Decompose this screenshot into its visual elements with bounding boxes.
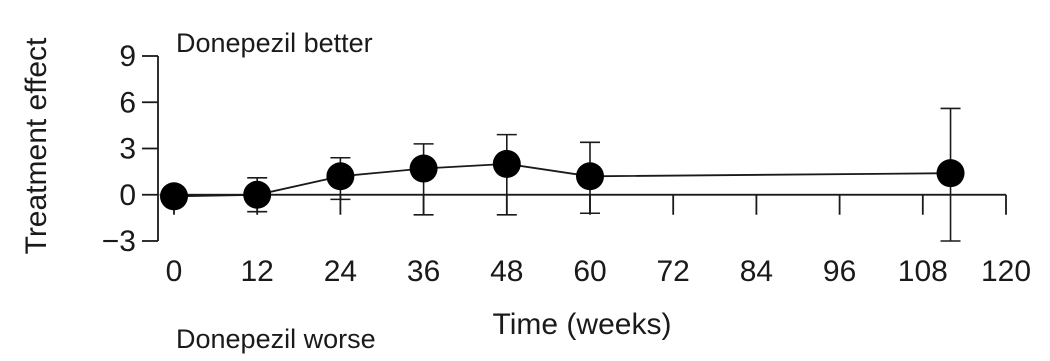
data-point xyxy=(936,159,965,188)
x-tick-label: 96 xyxy=(823,255,856,288)
x-ticks: 0 12 24 36 48 60 72 84 96 108 120 xyxy=(166,194,1031,288)
x-tick-label: 24 xyxy=(324,255,357,288)
y-tick-label: 3 xyxy=(119,133,136,166)
x-tick-label: 120 xyxy=(981,255,1031,288)
x-tick-label: 84 xyxy=(740,255,773,288)
y-tick-label: 9 xyxy=(119,40,136,73)
x-tick-label: 108 xyxy=(898,255,948,288)
data-point xyxy=(326,162,355,191)
series-line xyxy=(173,162,951,198)
x-tick-label: 48 xyxy=(490,255,523,288)
annotation-top: Donepezil better xyxy=(176,28,373,58)
data-point xyxy=(160,182,188,211)
x-tick-label: 72 xyxy=(657,255,690,288)
data-point xyxy=(409,154,438,183)
x-axis-title: Time (weeks) xyxy=(493,308,672,341)
y-tick-label: 0 xyxy=(119,179,136,212)
data-point xyxy=(243,180,272,209)
x-tick-label: 36 xyxy=(407,255,440,288)
x-tick-label: 12 xyxy=(241,255,274,288)
x-tick-label: 60 xyxy=(573,255,606,288)
y-tick-label: 6 xyxy=(119,86,136,119)
y-axis-title: Treatment effect xyxy=(20,37,53,254)
series-layer xyxy=(160,107,965,242)
x-tick-label: 0 xyxy=(166,255,183,288)
y-ticks: −3 0 3 6 9 xyxy=(102,40,158,258)
data-point xyxy=(576,162,604,191)
data-point xyxy=(492,149,521,178)
annotation-bottom: Donepezil worse xyxy=(176,324,376,354)
y-tick-label: −3 xyxy=(102,225,136,258)
